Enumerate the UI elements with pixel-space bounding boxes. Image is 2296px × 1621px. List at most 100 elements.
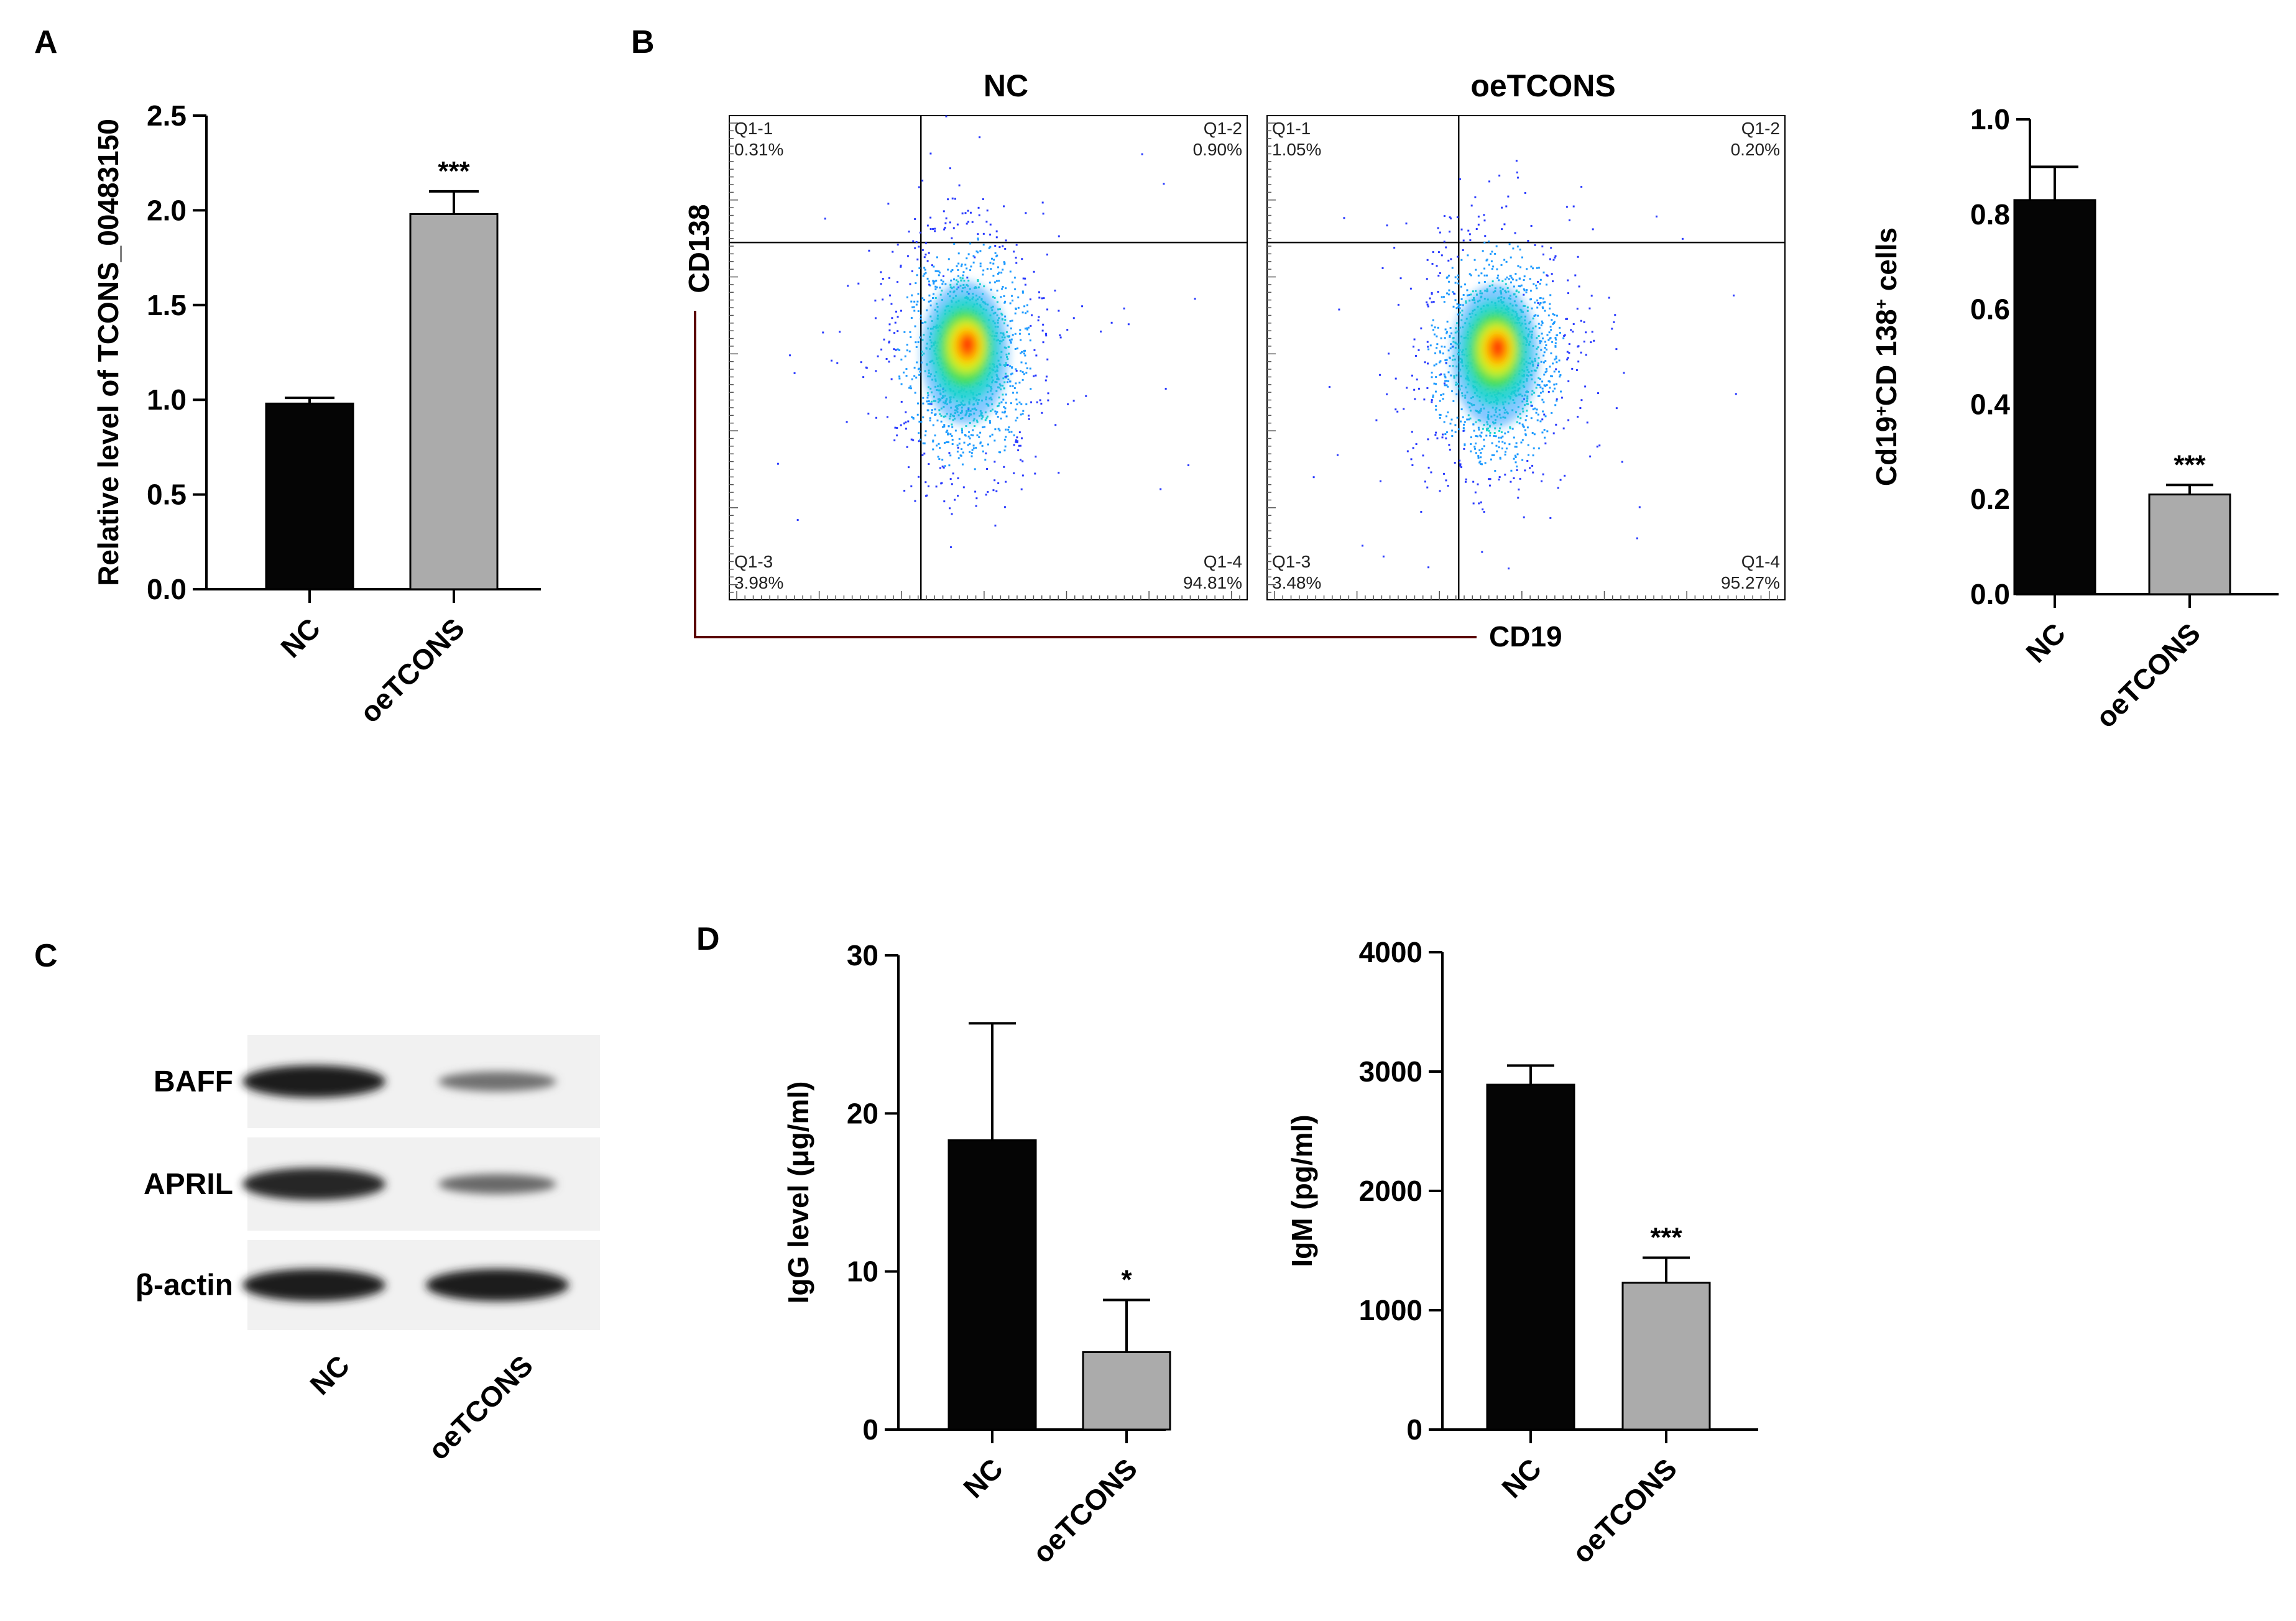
y-axis-title: IgM (pg/ml) bbox=[1286, 1114, 1318, 1267]
flow-event bbox=[1496, 450, 1498, 452]
flow-event bbox=[1019, 329, 1021, 331]
flow-event bbox=[1034, 472, 1036, 475]
flow-event bbox=[959, 454, 962, 457]
flow-event bbox=[1470, 293, 1472, 296]
flow-event bbox=[1431, 376, 1433, 379]
flow-event bbox=[1457, 278, 1459, 280]
flow-event bbox=[1480, 501, 1482, 503]
flow-event bbox=[1537, 413, 1539, 416]
flow-event bbox=[984, 459, 987, 461]
flow-event bbox=[966, 277, 969, 279]
flow-event bbox=[920, 315, 922, 317]
flow-event bbox=[911, 306, 914, 308]
flow-event bbox=[994, 281, 996, 283]
flow-event bbox=[1491, 442, 1493, 444]
flow-event bbox=[847, 285, 849, 287]
flow-event bbox=[957, 280, 959, 283]
flow-event bbox=[1464, 421, 1466, 423]
flow-event bbox=[1490, 253, 1492, 255]
flow-event bbox=[1005, 331, 1008, 333]
flow-event bbox=[1538, 303, 1541, 306]
flow-event bbox=[911, 416, 913, 418]
flow-event bbox=[921, 249, 924, 251]
flow-event bbox=[1470, 436, 1472, 439]
flow-event bbox=[989, 282, 991, 284]
flow-event bbox=[914, 247, 916, 249]
flow-event bbox=[1009, 380, 1012, 383]
flow-event bbox=[963, 441, 966, 444]
y-tick-label: 0 bbox=[862, 1413, 878, 1446]
flow-event bbox=[1571, 367, 1574, 370]
flow-event bbox=[1578, 285, 1580, 288]
flow-event bbox=[1003, 205, 1005, 208]
flow-event bbox=[875, 416, 878, 419]
flow-event bbox=[874, 317, 877, 319]
flow-event bbox=[960, 279, 962, 282]
x-category-label: oeTCONS bbox=[1026, 1452, 1143, 1569]
flow-event bbox=[1007, 375, 1009, 377]
flow-event bbox=[1434, 352, 1437, 354]
chart-a: 0.0 0.5 1.0 1.5 2.0 2.5 Relative level of TCON… bbox=[92, 99, 541, 729]
flow-event bbox=[1488, 484, 1491, 487]
flow-event bbox=[1540, 340, 1542, 342]
flow-event bbox=[929, 228, 932, 231]
flow-event bbox=[927, 409, 929, 411]
flow-event bbox=[1491, 454, 1493, 456]
flow-event bbox=[914, 325, 916, 328]
flow-event bbox=[1449, 347, 1452, 350]
flow-event bbox=[1526, 403, 1529, 405]
flow-event bbox=[865, 366, 867, 369]
flow-event bbox=[1546, 334, 1549, 336]
flow-event bbox=[1542, 401, 1545, 403]
flow-event bbox=[1059, 334, 1061, 336]
flow-event bbox=[973, 425, 975, 428]
flow-event bbox=[938, 274, 940, 277]
flow-x-axis-label: CD19 bbox=[1489, 620, 1562, 653]
flow-event bbox=[1399, 277, 1402, 280]
x-category-label: NC bbox=[957, 1452, 1009, 1504]
flow-event bbox=[1532, 471, 1534, 474]
flow-event bbox=[951, 434, 953, 437]
flow-event bbox=[1494, 469, 1496, 472]
flow-event bbox=[1448, 274, 1450, 277]
flow-event bbox=[909, 283, 911, 285]
flow-event bbox=[1003, 506, 1006, 508]
flow-event bbox=[1021, 460, 1024, 462]
flow-event bbox=[1474, 196, 1477, 198]
flow-event bbox=[1059, 336, 1062, 339]
flow-event bbox=[1429, 344, 1432, 347]
flow-event bbox=[1488, 264, 1490, 266]
flow-event bbox=[995, 413, 998, 415]
flow-event bbox=[979, 262, 982, 265]
flow-event bbox=[1500, 264, 1503, 266]
flow-event bbox=[1516, 421, 1518, 423]
flow-event bbox=[1562, 427, 1565, 429]
flow-event bbox=[1555, 368, 1557, 370]
flow-event bbox=[1450, 217, 1452, 219]
flow-event bbox=[938, 271, 941, 273]
flow-event bbox=[941, 283, 944, 285]
flow-event bbox=[1012, 300, 1014, 302]
flow-event bbox=[1516, 469, 1518, 471]
flow-event bbox=[1447, 411, 1449, 413]
flow-event bbox=[1004, 410, 1007, 413]
flow-event bbox=[910, 385, 912, 388]
flow-event bbox=[989, 223, 992, 226]
flow-event bbox=[1613, 321, 1615, 323]
flow-event bbox=[1459, 303, 1462, 306]
flow-event bbox=[1550, 329, 1552, 331]
flow-event bbox=[1542, 271, 1545, 273]
flow-event bbox=[1415, 355, 1418, 357]
flow-event bbox=[1414, 398, 1416, 400]
flow-event bbox=[1427, 566, 1430, 569]
flow-event bbox=[900, 383, 903, 385]
flow-event bbox=[999, 308, 1002, 311]
flow-event bbox=[1491, 280, 1494, 283]
flow-event bbox=[1015, 308, 1017, 310]
flow-event bbox=[1024, 328, 1026, 330]
flow-event bbox=[1029, 367, 1031, 370]
flow-event bbox=[1530, 265, 1533, 268]
flow-event bbox=[1003, 261, 1005, 264]
flow-event bbox=[1551, 273, 1553, 275]
flow-event bbox=[1552, 323, 1554, 325]
